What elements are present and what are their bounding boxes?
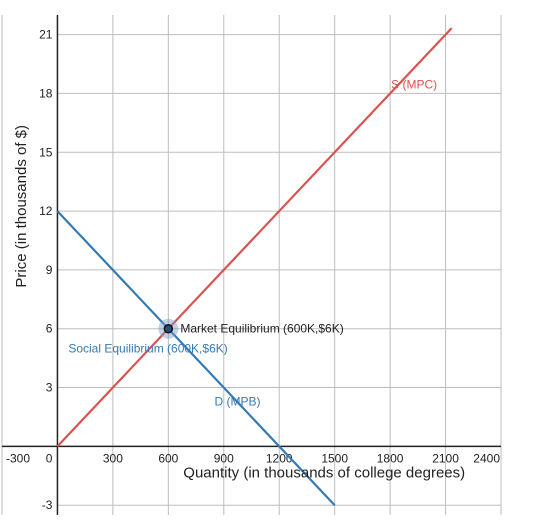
equilibrium-marks (158, 318, 179, 339)
x-tick-label: 300 (103, 451, 123, 465)
supply-series-label: S (MPC) (391, 78, 437, 92)
x-tick-label: -300 (6, 451, 30, 465)
market-equilibrium-label: Market Equilibrium (600K,$6K) (180, 322, 343, 336)
y-tick-label: 18 (39, 86, 53, 100)
equilibrium-point[interactable] (163, 323, 174, 334)
y-axis-title: Price (in thousands of $) (13, 125, 30, 288)
x-tick-label: 2100 (432, 451, 459, 465)
social-equilibrium-label: Social Equilibrium (600K,$6K) (68, 342, 227, 356)
y-tick-label: 6 (46, 322, 53, 336)
series-lines (56, 27, 453, 506)
tick-labels: -300 0 300 600 900 1200 1500 1800 2100 2400 -3 3 6 9 1… (6, 28, 500, 513)
x-tick-label: 2400 (473, 451, 500, 465)
demand-line (56, 210, 336, 506)
y-tick-label: -3 (42, 498, 53, 512)
x-tick-label: 1800 (377, 451, 404, 465)
y-tick-label: 3 (46, 381, 53, 395)
x-tick-label: 900 (214, 451, 234, 465)
y-tick-label: 21 (39, 28, 53, 42)
y-tick-label: 12 (39, 204, 53, 218)
supply-line (56, 27, 453, 448)
x-tick-label: 600 (158, 451, 178, 465)
axes (2, 15, 501, 515)
x-tick-label: 1500 (321, 451, 348, 465)
y-tick-label: 15 (39, 145, 53, 159)
y-tick-label: 9 (46, 263, 53, 277)
x-tick-label: 0 (46, 451, 53, 465)
demand-series-label: D (MPB) (215, 394, 261, 408)
x-axis-title: Quantity (in thousands of college degree… (183, 464, 465, 481)
labels: S (MPC) D (MPB) Market Equilibrium (600K… (13, 78, 465, 482)
x-tick-label: 1200 (266, 451, 293, 465)
